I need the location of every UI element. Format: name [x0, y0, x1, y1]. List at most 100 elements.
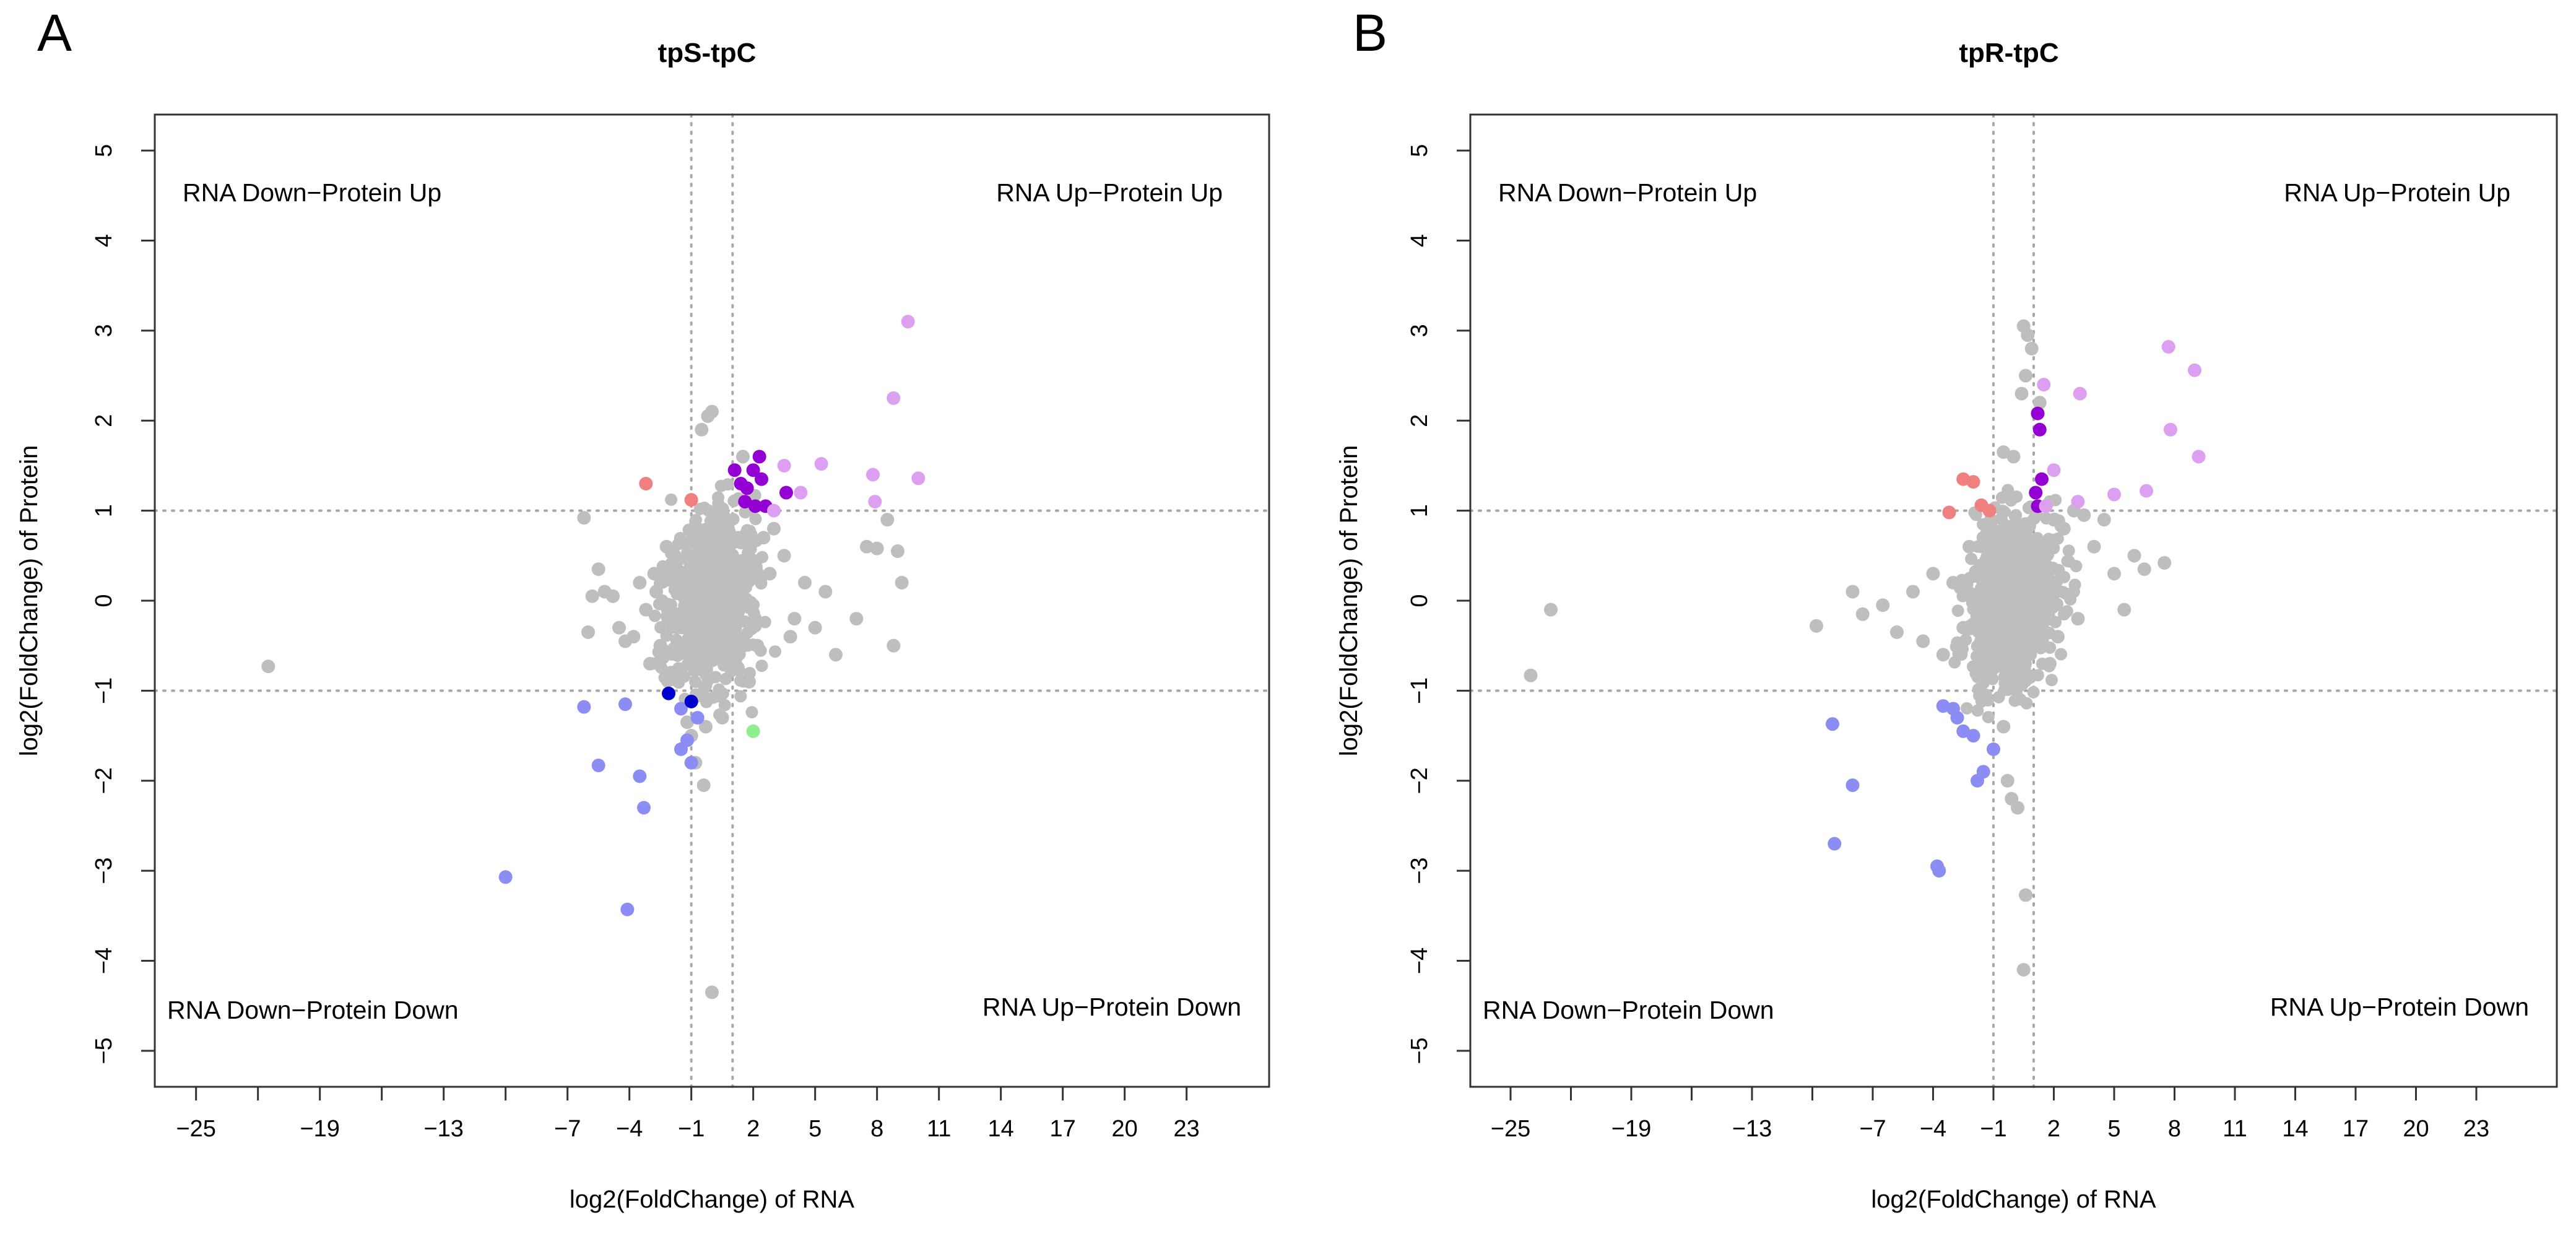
ns-cloud-point: [689, 634, 702, 647]
data-point-protein_down_only: [1828, 837, 1842, 851]
ns-cloud-point: [1982, 629, 1995, 642]
series-protein_down_only: [498, 697, 705, 917]
data-point-ns: [2047, 513, 2061, 527]
x-tick-label: 11: [2223, 1116, 2247, 1142]
data-point-ns: [1956, 620, 1971, 635]
ns-cloud-point: [686, 653, 699, 666]
ns-cloud-point: [1971, 704, 1984, 717]
data-point-ns: [668, 549, 682, 563]
data-point-both_up_strong: [2035, 472, 2049, 486]
ns-cloud-point: [739, 506, 752, 519]
y-tick-label: −5: [1407, 1037, 1433, 1064]
data-point-ns: [808, 620, 822, 635]
data-point-both_up_light: [2039, 499, 2053, 513]
data-point-protein_down_only: [620, 902, 635, 917]
ns-cloud-point: [671, 635, 684, 648]
data-point-ns: [2011, 801, 2024, 815]
ns-cloud-point: [2050, 581, 2063, 594]
quadrant-label-top-right: RNA Up−Protein Up: [996, 178, 1223, 207]
x-tick-label: −4: [1920, 1116, 1946, 1142]
ns-cloud-point: [660, 629, 673, 642]
data-point-ns: [1524, 668, 1538, 682]
x-axis-label: log2(FoldChange) of RNA: [1871, 1186, 2156, 1213]
y-tick-label: −3: [91, 857, 117, 884]
ns-cloud-point: [1991, 597, 2004, 610]
ns-cloud-point: [1991, 642, 2004, 655]
ns-cloud-point: [690, 513, 703, 526]
data-point-ns: [261, 660, 275, 674]
ns-cloud-point: [719, 673, 732, 686]
ns-cloud-point: [2044, 641, 2057, 654]
ns-cloud-point: [1973, 689, 1986, 702]
ns-cloud-point: [654, 653, 667, 666]
y-tick-label: 0: [1407, 594, 1433, 607]
ns-cloud-point: [2025, 603, 2038, 616]
ns-cloud-point: [724, 561, 737, 574]
ns-cloud-point: [1971, 640, 1984, 653]
data-point-protein_down_only: [1932, 864, 1946, 878]
series-protein_up_only: [639, 477, 698, 507]
data-point-ns: [1971, 666, 1984, 680]
data-point-ns: [2019, 888, 2032, 902]
data-point-ns: [1916, 634, 1930, 648]
data-point-both_up_light: [2140, 484, 2153, 498]
ns-cloud-point: [681, 546, 694, 559]
series-ns: [261, 404, 909, 999]
x-tick-label: 23: [2463, 1116, 2489, 1142]
ns-cloud-point: [697, 585, 710, 598]
y-axis-label: log2(FoldChange) of Protein: [1335, 445, 1363, 757]
series-both_up_strong: [727, 450, 793, 513]
data-point-protein_down_only: [577, 700, 591, 714]
data-point-ns: [1890, 625, 1904, 639]
x-tick-label: 8: [2168, 1116, 2181, 1142]
data-point-both_up_light: [2107, 487, 2121, 502]
data-point-ns: [2071, 612, 2085, 626]
x-tick-label: −25: [1491, 1116, 1530, 1142]
data-point-protein_up_only: [1974, 498, 1988, 512]
data-point-ns: [696, 778, 711, 793]
panel-letter: B: [1353, 4, 1387, 62]
ns-cloud-point: [2016, 586, 2029, 599]
y-tick-label: −3: [1407, 857, 1433, 884]
ns-cloud-point: [2045, 674, 2058, 687]
ns-cloud-point: [2039, 598, 2052, 611]
y-tick-label: −5: [91, 1037, 117, 1064]
ns-cloud-point: [682, 643, 695, 656]
ns-cloud-point: [704, 515, 717, 528]
ns-cloud-point: [1962, 585, 1975, 598]
data-point-ns: [2077, 508, 2091, 522]
data-point-both_up_strong: [740, 481, 754, 495]
data-point-ns: [699, 720, 713, 734]
data-point-ns: [783, 630, 797, 644]
data-point-ns: [870, 541, 884, 555]
ns-cloud-point: [700, 679, 713, 692]
ns-cloud-point: [693, 565, 706, 578]
data-point-ns: [2097, 513, 2111, 527]
ns-cloud-point: [665, 493, 678, 506]
data-point-both_up_strong: [755, 472, 768, 486]
y-tick-label: −4: [91, 947, 117, 974]
ns-cloud-point: [668, 573, 681, 586]
y-tick-label: −4: [1407, 947, 1433, 974]
data-point-ns: [2051, 630, 2065, 644]
ns-cloud-point: [2013, 618, 2026, 631]
data-point-both_up_light: [777, 458, 791, 472]
data-point-both_up_strong: [2032, 422, 2047, 437]
data-point-ns: [736, 450, 750, 464]
quadrant-label-bottom-left: RNA Down−Protein Down: [167, 996, 459, 1024]
x-tick-label: −1: [678, 1116, 705, 1142]
data-point-both_up_strong: [752, 450, 766, 464]
data-point-ns: [680, 715, 694, 729]
series-ns: [1524, 319, 2172, 977]
ns-cloud-point: [729, 648, 742, 661]
y-tick-label: 4: [91, 234, 117, 247]
series-both_down_strong: [662, 686, 698, 708]
data-point-ns: [715, 710, 729, 725]
x-tick-label: 5: [809, 1116, 822, 1142]
data-point-both_up_light: [2073, 386, 2087, 401]
ns-cloud-point: [693, 502, 706, 515]
y-tick-label: 3: [1407, 324, 1433, 337]
y-tick-label: 3: [91, 324, 117, 337]
data-point-ns: [860, 539, 874, 554]
ns-cloud-point: [1998, 658, 2011, 671]
